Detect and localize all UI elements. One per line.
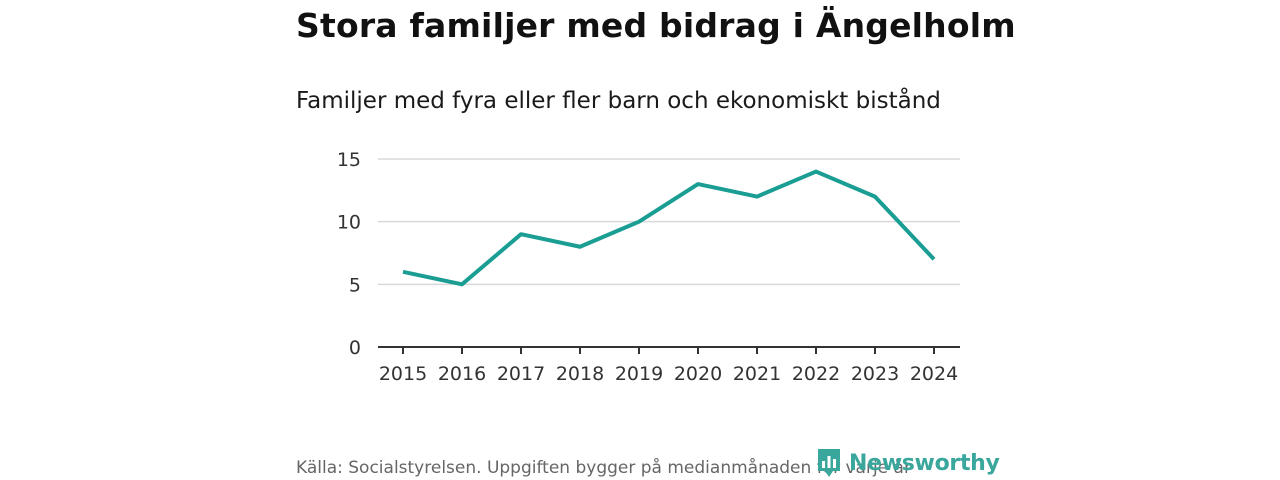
x-tick-label: 2020 bbox=[674, 363, 722, 385]
series-line bbox=[402, 169, 936, 287]
gridlines bbox=[378, 158, 960, 286]
y-tick-label: 5 bbox=[349, 274, 361, 296]
x-tick-label: 2018 bbox=[556, 363, 604, 385]
x-tick-label: 2023 bbox=[851, 363, 899, 385]
y-tick-label: 15 bbox=[337, 149, 361, 171]
x-tick-label: 2019 bbox=[615, 363, 663, 385]
chart-subtitle: Familjer med fyra eller fler barn och ek… bbox=[296, 88, 941, 114]
x-tick-label: 2017 bbox=[497, 363, 545, 385]
x-tick-label: 2015 bbox=[379, 363, 427, 385]
x-tick-label: 2024 bbox=[910, 363, 958, 385]
chart-title: Stora familjer med bidrag i Ängelholm bbox=[296, 6, 1016, 45]
newsworthy-logo-icon bbox=[818, 449, 840, 477]
x-tick-label: 2021 bbox=[733, 363, 781, 385]
x-tick-label: 2022 bbox=[792, 363, 840, 385]
brand-name: Newsworthy bbox=[849, 450, 1000, 476]
x-axis-labels: 2015 2016 2017 2018 2019 2020 2021 2022 2023 2024 bbox=[379, 363, 958, 385]
series bbox=[402, 169, 936, 287]
y-tick-label: 0 bbox=[349, 337, 361, 359]
y-axis-labels: 0 5 10 15 bbox=[337, 149, 361, 359]
x-tick-label: 2016 bbox=[438, 363, 486, 385]
y-tick-label: 10 bbox=[337, 212, 361, 234]
source-note: Källa: Socialstyrelsen. Uppgiften bygger… bbox=[296, 458, 911, 478]
brand-logo: Newsworthy bbox=[816, 446, 1000, 480]
x-axis bbox=[378, 346, 960, 354]
